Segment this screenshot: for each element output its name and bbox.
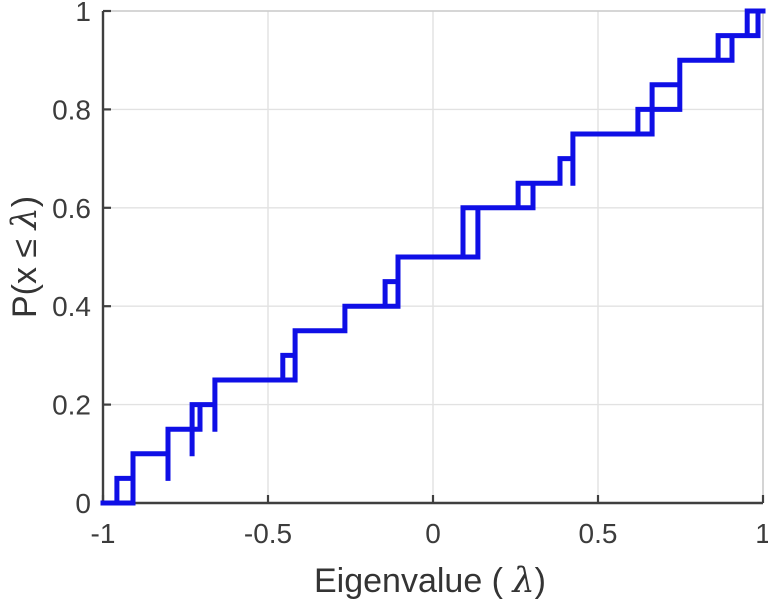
ecdf-step-curve — [100, 8, 766, 506]
y-tick-label: 0.6 — [52, 193, 91, 224]
x-axis-label: Eigenvalue ( λ) — [314, 561, 546, 600]
x-tick-label: -1 — [91, 518, 116, 549]
x-tick-label: 0.5 — [579, 518, 618, 549]
lambda-symbol: λ — [5, 207, 45, 231]
x-tick-label: -0.5 — [244, 518, 292, 549]
y-tick-label: 0 — [75, 488, 91, 519]
tick-labels: -1 -0.5 0 0.5 1 0 0.2 0.4 0.6 0.8 1 — [52, 0, 768, 549]
y-tick-label: 1 — [75, 0, 91, 27]
x-tick-label: 0 — [425, 518, 441, 549]
y-tick-label: 0.8 — [52, 94, 91, 125]
x-tick-label: 1 — [755, 518, 768, 549]
lambda-symbol: λ — [510, 561, 534, 600]
y-tick-label: 0.2 — [52, 390, 91, 421]
y-tick-label: 0.4 — [52, 291, 91, 322]
y-axis-label: P(x ≤ λ) — [5, 196, 45, 318]
